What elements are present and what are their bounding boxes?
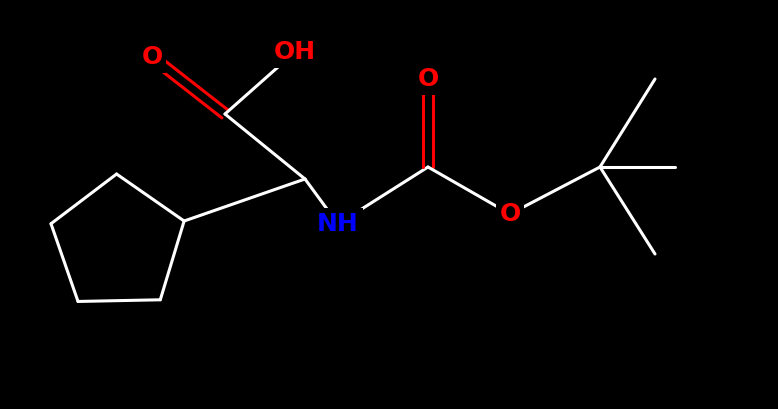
- Text: O: O: [142, 45, 163, 69]
- Text: NH: NH: [317, 212, 359, 236]
- Text: O: O: [499, 202, 520, 226]
- Text: OH: OH: [274, 40, 316, 64]
- Text: O: O: [417, 67, 439, 91]
